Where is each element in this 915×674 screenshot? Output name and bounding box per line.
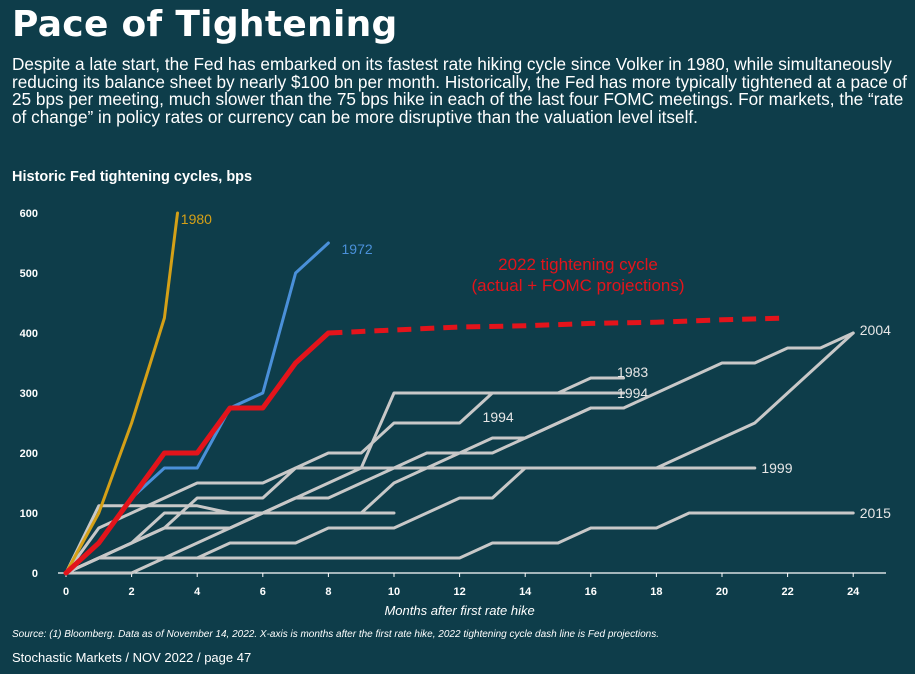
x-tick-label: 18 [650,586,662,598]
x-axis-title: Months after first rate hike [384,603,534,618]
x-tick-label: 16 [585,586,597,598]
source-note: Source: (1) Bloomberg. Data as of Novemb… [12,629,659,640]
x-tick-label: 2 [129,586,135,598]
x-tick-label: 6 [260,586,266,598]
x-tick-label: 12 [453,586,465,598]
annotation-2022-line2: (actual + FOMC projections) [471,276,684,295]
series-line-2004 [64,331,855,575]
x-tick-label: 22 [781,586,793,598]
series-line-gray [64,511,855,575]
chart-heading: Historic Fed tightening cycles, bps [12,169,253,185]
series-label-1983: 1983 [617,364,648,380]
annotation-2022-line1: 2022 tightening cycle [498,255,658,274]
x-tick-label: 20 [716,586,728,598]
x-tick-label: 14 [519,586,532,598]
series-line-2022 [63,330,331,576]
x-tick-label: 4 [194,586,201,598]
y-tick-label: 400 [20,328,38,340]
series-label-1994: 1994 [617,385,648,401]
x-tick-label: 0 [63,586,69,598]
y-tick-label: 0 [32,568,38,580]
x-tick-label: 8 [325,586,331,598]
y-tick-label: 500 [20,268,38,280]
series-line-c2022 [328,315,788,336]
series-label-1999: 1999 [761,460,792,476]
page-subtitle: Despite a late start, the Fed has embark… [12,54,907,127]
page-title: Pace of Tightening [12,4,398,45]
y-tick-label: 200 [20,448,38,460]
series-label-2004: 2004 [860,322,891,338]
series-label-1994: 1994 [483,409,514,425]
y-tick-label: 300 [20,388,38,400]
x-tick-label: 24 [847,586,860,598]
series-label-2015: 2015 [860,505,891,521]
series-line-gray [64,504,396,575]
footer: Stochastic Markets / NOV 2022 / page 47 [12,650,252,665]
series-label-1980: 1980 [181,211,212,227]
y-tick-label: 600 [20,208,38,220]
y-tick-label: 100 [20,508,38,520]
series-label-1972: 1972 [342,241,373,257]
series-line-1980 [64,211,180,575]
x-tick-label: 10 [388,586,400,598]
series-line-2015 [64,331,855,575]
